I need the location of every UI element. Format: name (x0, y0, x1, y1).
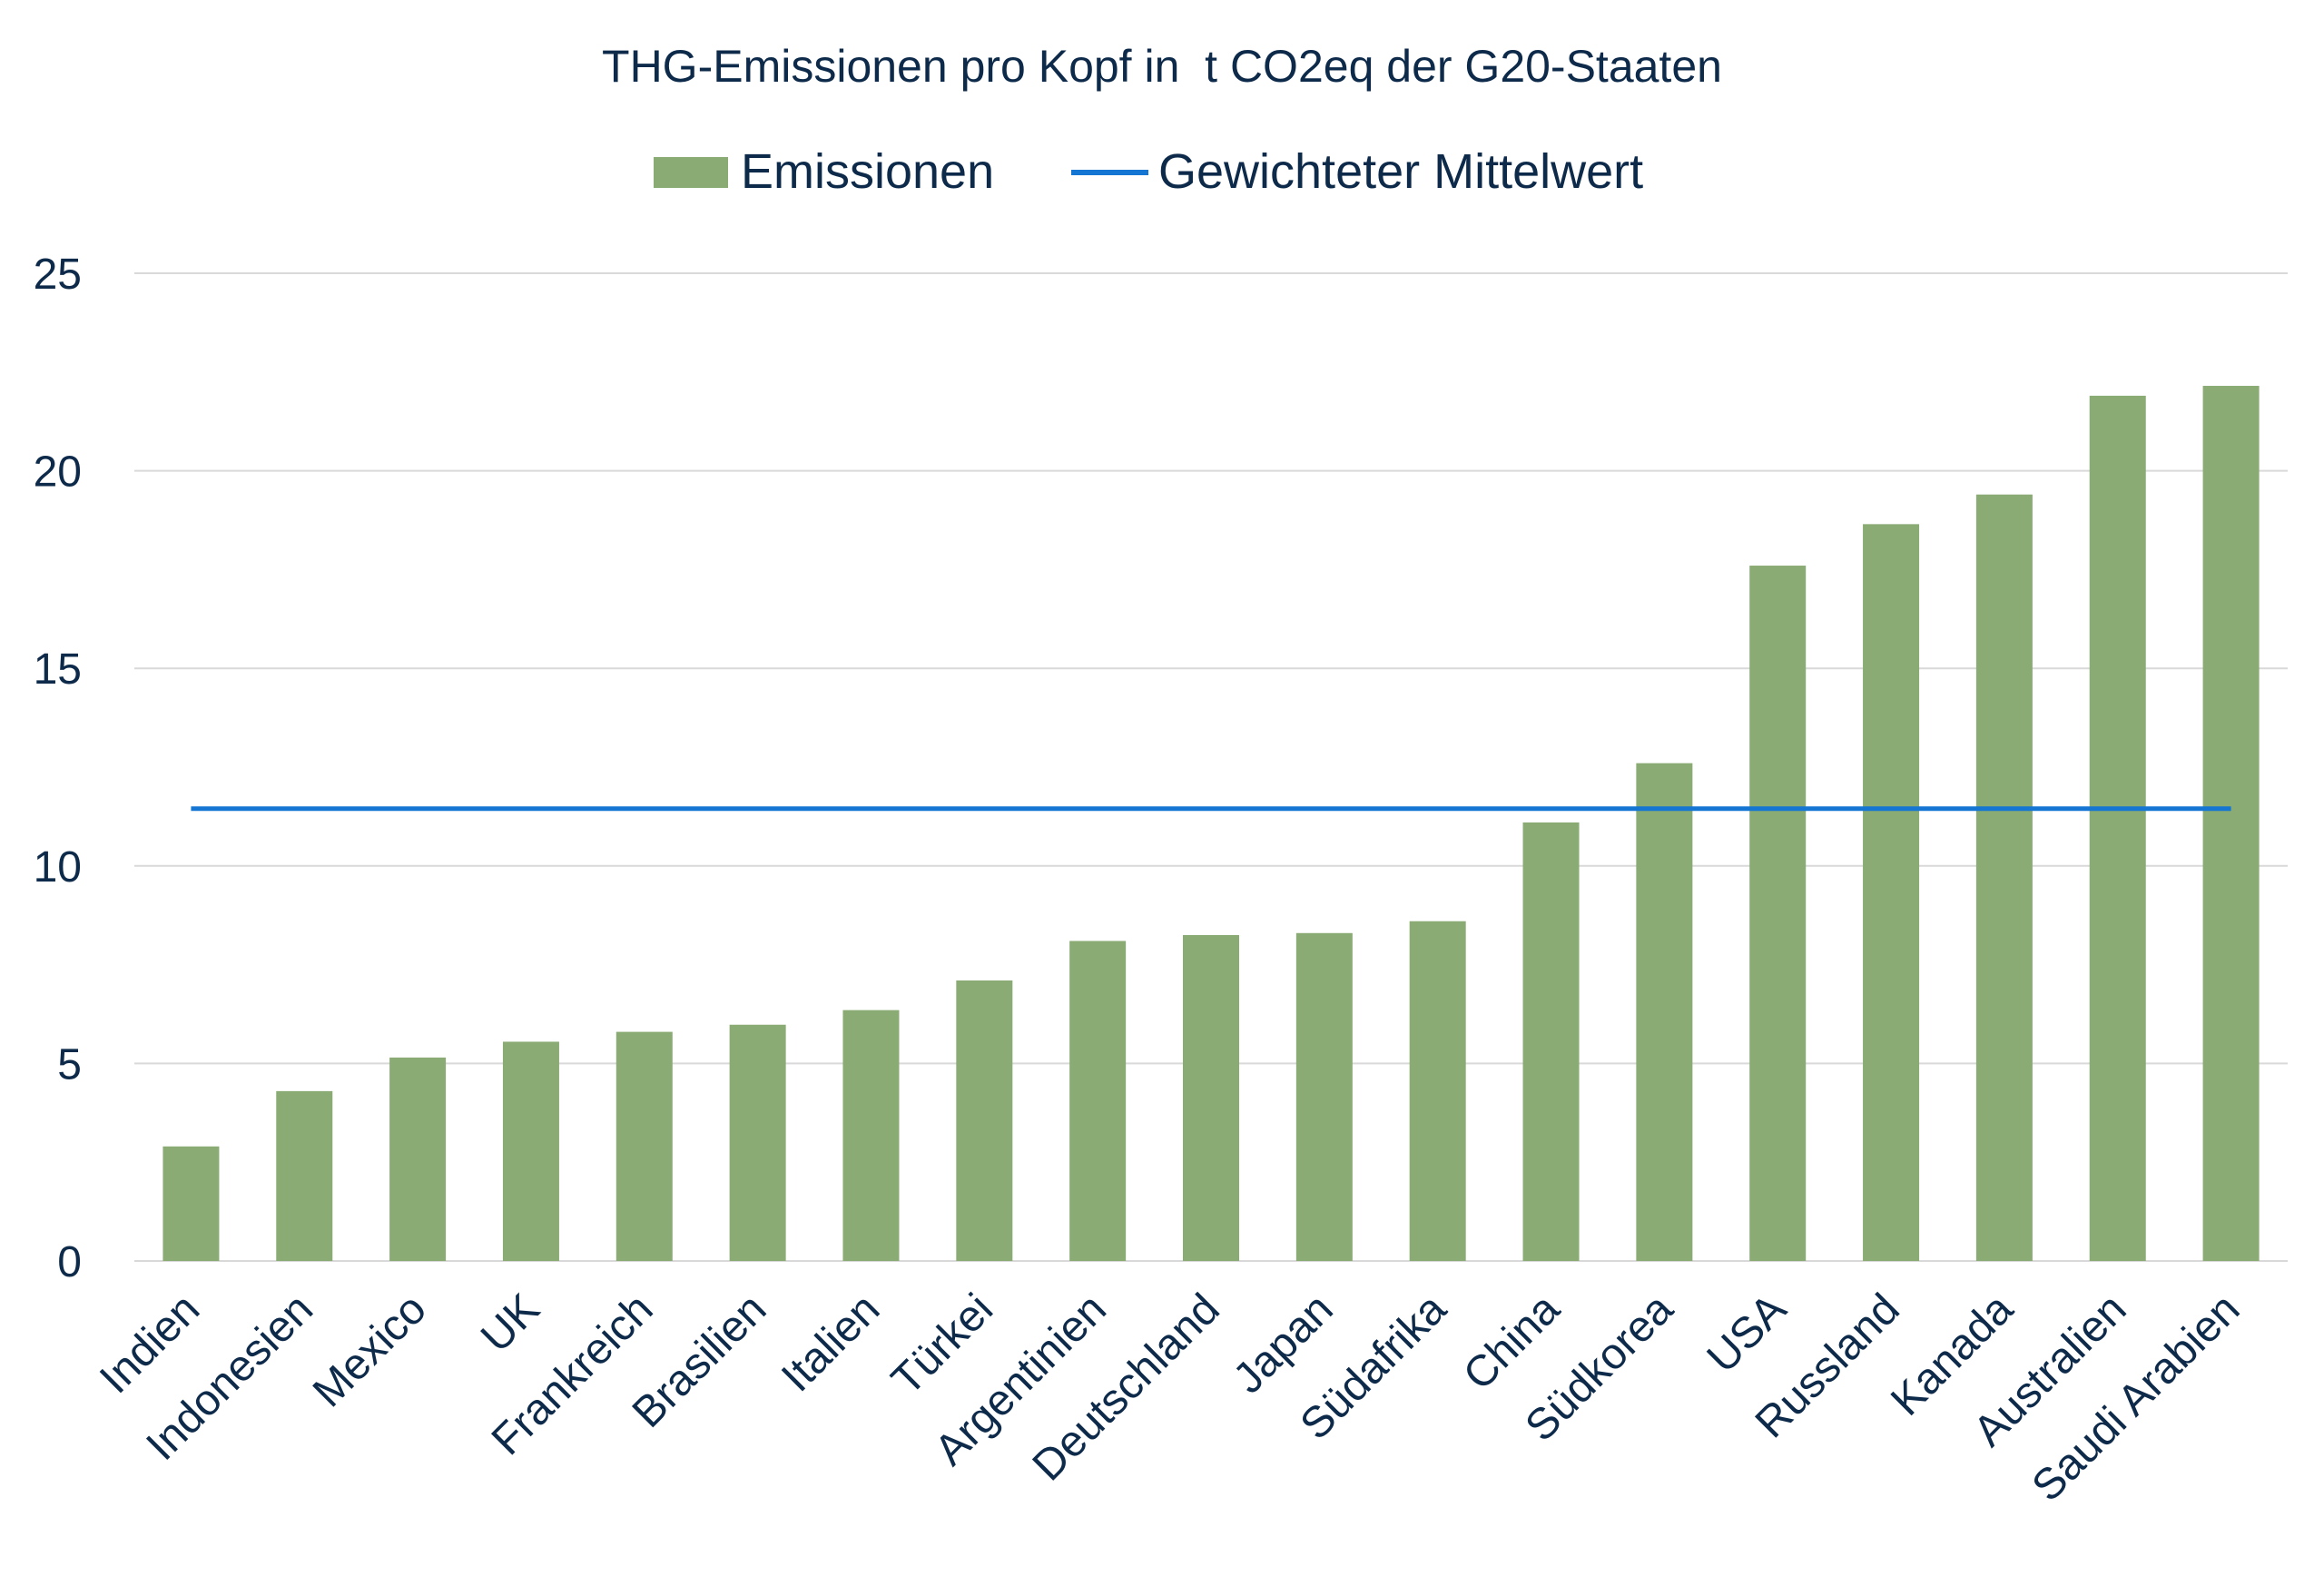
bar-saudi-arabien (2202, 386, 2260, 1262)
bar-südafrika (1409, 921, 1466, 1261)
y-tick-label-15: 15 (34, 645, 82, 694)
x-tick-label-usa: USA (1699, 1285, 1796, 1382)
x-tick-label-mexico: Mexico (304, 1285, 436, 1416)
bar-indien (162, 1146, 220, 1261)
y-axis-ticks: 0 5 10 15 20 25 (34, 251, 82, 1286)
bar-italien (842, 1010, 900, 1261)
y-tick-label-0: 0 (57, 1238, 82, 1286)
x-tick-label-saudi-arabien: Saudi Arabien (2024, 1285, 2250, 1511)
bar-südkorea (1636, 763, 1693, 1261)
bar-argentinien (1069, 941, 1127, 1261)
legend-label-mittelwert: Gewichteter Mittelwert (1158, 144, 1643, 199)
y-tick-label-25: 25 (34, 251, 82, 299)
legend: Emissionen Gewichteter Mittelwert (654, 144, 1643, 199)
bar-kanada (1975, 494, 2033, 1261)
bar-mexico (389, 1057, 447, 1261)
bar-indonesien (276, 1090, 333, 1261)
bar-russland (1863, 524, 1920, 1261)
y-tick-label-10: 10 (34, 843, 82, 892)
legend-label-emissionen: Emissionen (741, 144, 994, 199)
x-tick-label-uk: UK (472, 1285, 549, 1362)
y-tick-label-5: 5 (57, 1040, 82, 1089)
bar-frankreich (615, 1031, 673, 1261)
chart-title: THG-Emissionen pro Kopf in t CO2eq der G… (602, 41, 1722, 92)
bars (162, 386, 2260, 1262)
bar-deutschland (1183, 934, 1239, 1261)
legend-swatch-emissionen (654, 157, 728, 188)
bar-usa (1749, 566, 1807, 1261)
x-tick-label-italien: Italien (773, 1285, 889, 1401)
y-tick-label-20: 20 (34, 448, 82, 497)
bar-türkei (956, 980, 1013, 1261)
bar-japan (1295, 932, 1353, 1261)
bar-china (1522, 822, 1580, 1261)
bar-uk (502, 1041, 559, 1261)
bar-australien (2089, 395, 2146, 1261)
bar-brasilien (729, 1024, 786, 1261)
